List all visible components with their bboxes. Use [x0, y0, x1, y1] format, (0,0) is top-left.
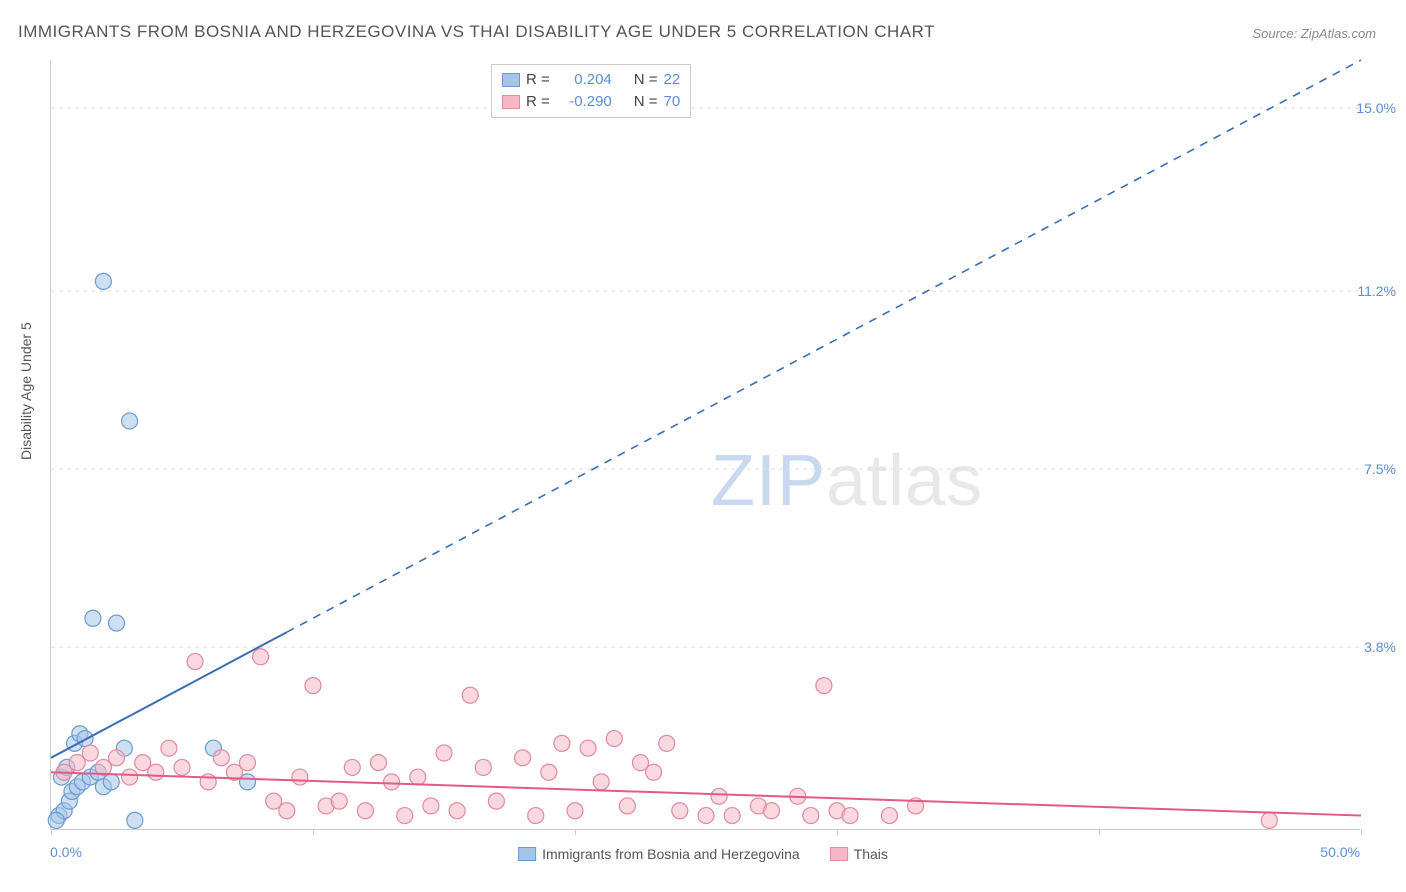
series-legend: Immigrants from Bosnia and Herzegovina Th… — [518, 846, 888, 862]
legend-row-series-2: R = -0.290 N = 70 — [502, 91, 680, 113]
swatch-series-1 — [502, 73, 520, 87]
y-tick-label: 3.8% — [1364, 639, 1396, 655]
correlation-legend: R = 0.204 N = 22 R = -0.290 N = 70 — [491, 64, 691, 118]
x-tick-mark — [575, 829, 576, 835]
n-value-1: 22 — [664, 69, 681, 91]
legend-item: Thais — [830, 846, 888, 862]
legend-swatch — [518, 847, 536, 861]
legend-swatch — [830, 847, 848, 861]
x-tick-mark — [1099, 829, 1100, 835]
y-tick-label: 15.0% — [1356, 100, 1396, 116]
legend-item: Immigrants from Bosnia and Herzegovina — [518, 846, 800, 862]
y-tick-label: 11.2% — [1357, 283, 1396, 299]
r-value-2: -0.290 — [556, 91, 612, 113]
x-tick-mark — [313, 829, 314, 835]
legend-label: Immigrants from Bosnia and Herzegovina — [542, 846, 800, 862]
y-axis-label: Disability Age Under 5 — [18, 322, 34, 460]
plot-area: ZIPatlas R = 0.204 N = 22 R = -0.290 N =… — [50, 60, 1360, 830]
x-tick-mark — [1361, 829, 1362, 835]
x-tick-min: 0.0% — [50, 844, 82, 860]
n-label: N = — [634, 69, 658, 91]
chart-title: IMMIGRANTS FROM BOSNIA AND HERZEGOVINA V… — [18, 22, 935, 42]
r-label: R = — [526, 91, 550, 113]
y-tick-label: 7.5% — [1364, 461, 1396, 477]
x-tick-mark — [51, 829, 52, 835]
x-tick-mark — [837, 829, 838, 835]
chart-svg — [51, 60, 1360, 829]
n-value-2: 70 — [664, 91, 681, 113]
n-label: N = — [634, 91, 658, 113]
legend-label: Thais — [854, 846, 888, 862]
swatch-series-2 — [502, 95, 520, 109]
r-value-1: 0.204 — [556, 69, 612, 91]
r-label: R = — [526, 69, 550, 91]
legend-row-series-1: R = 0.204 N = 22 — [502, 69, 680, 91]
source-attribution: Source: ZipAtlas.com — [1252, 26, 1376, 41]
x-tick-max: 50.0% — [1320, 844, 1360, 860]
